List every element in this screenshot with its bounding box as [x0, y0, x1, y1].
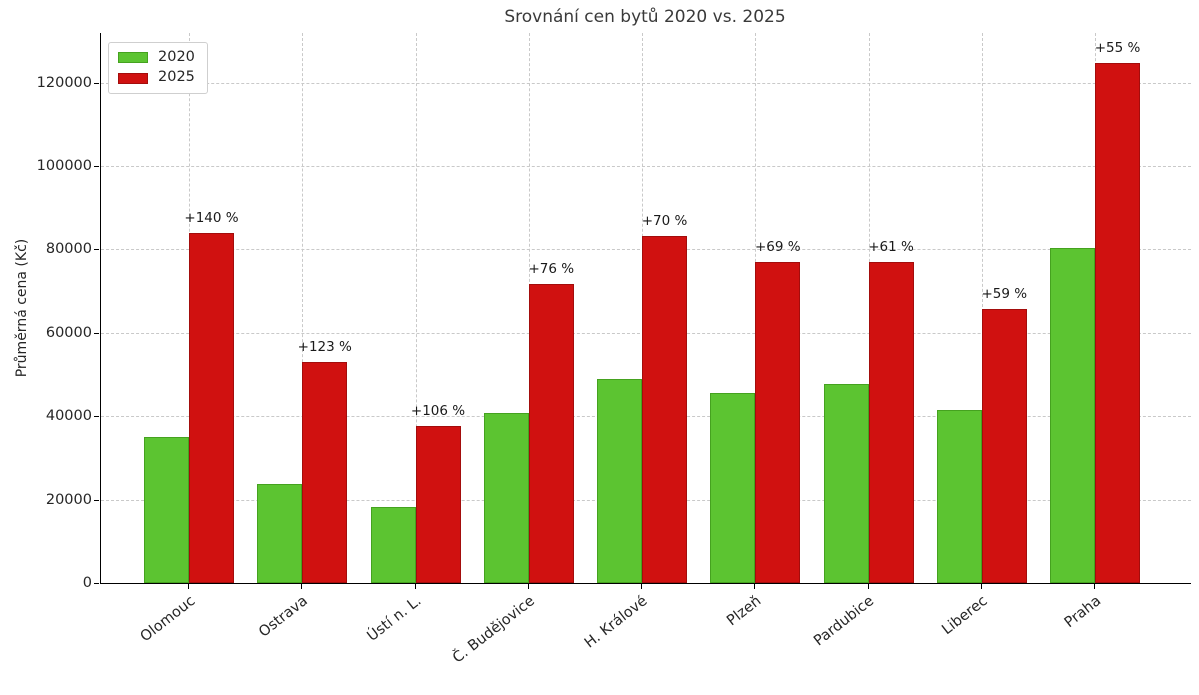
legend: 2020 2025 — [108, 42, 208, 94]
y-tick-label: 60000 — [45, 324, 92, 341]
x-tick-mark — [641, 584, 642, 589]
bar-2025-Olomouc — [189, 232, 234, 583]
pct-annotation: +106 % — [410, 402, 466, 419]
x-tick-label: H. Králové — [582, 593, 651, 652]
x-tick-label: Pardubice — [811, 593, 878, 650]
x-tick-label: Ostrava — [256, 593, 312, 641]
y-tick-label: 100000 — [36, 158, 92, 175]
pct-annotation: +140 % — [184, 209, 239, 226]
bar-2025-Praha — [1095, 63, 1140, 583]
y-tick-label: 20000 — [45, 491, 92, 508]
y-tick-label: 120000 — [36, 74, 92, 91]
y-tick-mark — [94, 583, 99, 584]
legend-swatch-2020 — [118, 52, 148, 64]
pct-annotation: +59 % — [981, 285, 1028, 302]
legend-label-2025: 2025 — [158, 69, 195, 86]
legend-swatch-2025 — [118, 72, 148, 84]
y-tick-mark — [94, 166, 99, 168]
plot-area: +140 % +123 % +106 % +76 % +70 % +69 % +61 % +5… — [100, 33, 1191, 584]
x-gridline — [981, 33, 983, 583]
x-tick-label: Plzeň — [723, 593, 765, 630]
x-tick-mark — [867, 584, 869, 589]
bar-2020-Plzeň — [710, 392, 756, 583]
y-tick-mark — [94, 249, 99, 251]
legend-label-2020: 2020 — [158, 49, 195, 65]
pct-annotation: +70 % — [641, 212, 688, 229]
legend-item-2020: 2020 — [118, 49, 195, 66]
y-axis-label: Průměrná cena (Kč) — [14, 238, 30, 378]
pct-annotation: +61 % — [868, 239, 914, 256]
bar-2020-Č. Budějovice — [483, 413, 529, 583]
bar-2020-H. Králové — [597, 378, 642, 583]
x-tick-mark — [754, 584, 756, 589]
y-tick-label: 80000 — [45, 241, 92, 258]
x-tick-mark — [980, 584, 982, 589]
pct-annotation: +55 % — [1094, 40, 1141, 57]
x-tick-mark — [527, 584, 529, 589]
x-gridline — [415, 33, 417, 583]
y-tick-mark — [94, 416, 99, 418]
y-tick-mark — [94, 332, 99, 334]
y-gridline — [101, 166, 1191, 168]
chart-title: Srovnání cen bytů 2020 vs. 2025 — [504, 7, 786, 27]
bar-2025-H. Králové — [642, 235, 687, 583]
x-tick-label: Liberec — [939, 593, 991, 639]
y-tick-mark — [94, 499, 99, 501]
bar-2025-Pardubice — [868, 262, 914, 583]
bar-2025-Ústí n. L. — [415, 425, 461, 583]
x-tick-mark — [414, 584, 416, 589]
bar-2020-Ostrava — [257, 484, 303, 583]
y-gridline — [101, 82, 1191, 84]
y-tick-mark — [94, 82, 99, 84]
bar-2025-Č. Budějovice — [528, 284, 574, 583]
pct-annotation: +76 % — [528, 261, 575, 278]
pct-annotation: +123 % — [297, 339, 352, 356]
bar-2020-Liberec — [936, 410, 982, 583]
bar-2025-Plzeň — [755, 261, 801, 583]
bar-2025-Liberec — [981, 308, 1027, 583]
x-tick-label: Olomouc — [137, 593, 198, 646]
x-tick-label: Praha — [1061, 593, 1104, 632]
x-tick-mark — [188, 584, 189, 589]
x-tick-label: Ústí n. L. — [364, 593, 425, 645]
bar-2020-Ústí n. L. — [370, 506, 416, 583]
bar-2020-Pardubice — [823, 384, 869, 583]
x-tick-label: Č. Budějovice — [449, 593, 538, 667]
x-gridline — [302, 33, 304, 583]
x-tick-mark — [301, 584, 303, 589]
bar-2025-Ostrava — [302, 362, 348, 583]
pct-annotation: +69 % — [754, 238, 801, 255]
bar-2020-Olomouc — [144, 437, 189, 583]
y-tick-label: 0 — [82, 575, 92, 591]
x-tick-mark — [1094, 584, 1095, 589]
bar-2020-Praha — [1050, 247, 1095, 583]
y-tick-label: 40000 — [45, 408, 92, 425]
legend-item-2025: 2025 — [118, 69, 195, 86]
